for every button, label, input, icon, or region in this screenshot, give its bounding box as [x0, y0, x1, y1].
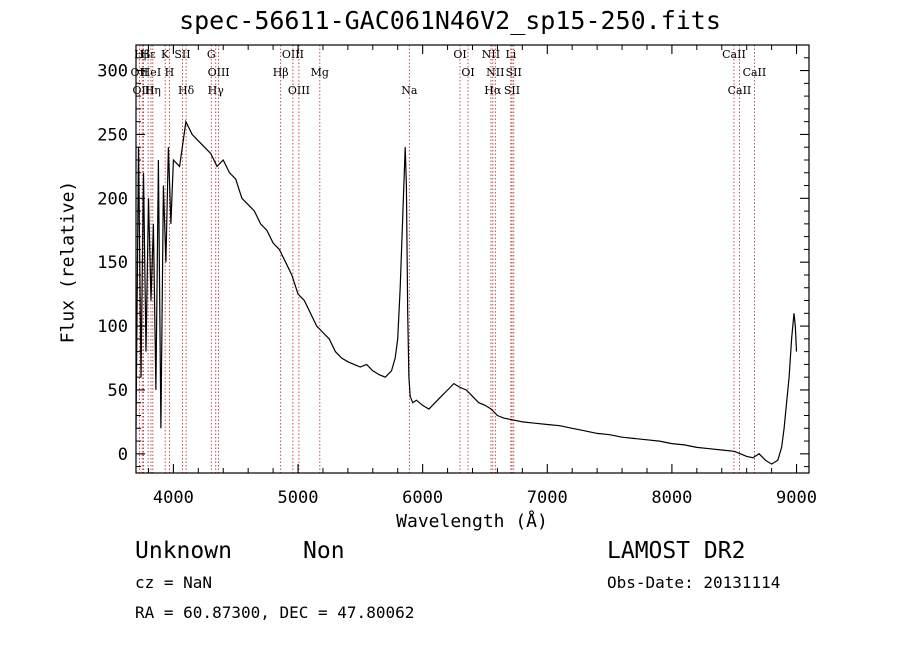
- redshift-cz: cz = NaN: [135, 573, 213, 592]
- line-label-23: SII: [504, 84, 520, 97]
- y-tick-label-0: 0: [118, 445, 128, 465]
- line-label-28: CaII: [743, 66, 767, 79]
- line-label-1: OII: [131, 66, 149, 79]
- line-label-27: CaII: [722, 48, 746, 61]
- line-label-17: Na: [401, 84, 418, 97]
- line-label-7: H: [165, 66, 175, 79]
- x-tick-label-5: 9000: [776, 488, 817, 508]
- ra-dec-coordinates: RA = 60.87300, DEC = 47.80062: [135, 603, 415, 622]
- observation-date: Obs-Date: 20131114: [607, 573, 781, 592]
- line-label-24: Li: [505, 48, 516, 61]
- x-tick-label-1: 5000: [278, 488, 319, 508]
- line-label-11: Hγ: [208, 84, 225, 97]
- spectral-line-markers: [138, 45, 755, 473]
- line-label-16: Mg: [311, 66, 329, 79]
- line-label-10: OIII: [208, 66, 230, 79]
- line-label-6: K: [161, 48, 170, 61]
- y-tick-label-3: 150: [97, 253, 128, 273]
- y-tick-label-4: 200: [97, 189, 128, 209]
- line-label-20: Hα: [484, 84, 502, 97]
- line-label-25: SII: [506, 66, 522, 79]
- line-label-4: HeI: [141, 66, 161, 79]
- survey-name: LAMOST DR2: [607, 538, 746, 564]
- line-label-9: SII: [174, 48, 190, 61]
- plot-frame: [135, 44, 810, 474]
- axis-ticks: 4000 5000 6000 7000 8000 9000 0 50 100 150 200 250 3…: [97, 45, 817, 508]
- x-tick-label-2: 6000: [402, 488, 443, 508]
- line-label-2: OIII: [132, 84, 154, 97]
- spectrum-series-line: [135, 119, 798, 465]
- line-label-12: G: [207, 48, 216, 61]
- x-axis-label: Wavelength (Å): [396, 511, 548, 532]
- line-label-18: OI: [453, 48, 466, 61]
- x-tick-label-4: 8000: [651, 488, 692, 508]
- object-subclass: Non: [303, 538, 345, 564]
- y-tick-label-2: 100: [97, 317, 128, 337]
- y-tick-label-1: 50: [108, 381, 128, 401]
- line-label-15: OIII: [282, 48, 304, 61]
- line-label-5: Hη: [145, 84, 161, 97]
- x-tick-label-0: 4000: [153, 488, 194, 508]
- line-label-14: OIII: [288, 84, 310, 97]
- line-label-13: Hβ: [273, 66, 289, 79]
- y-tick-label-5: 250: [97, 125, 128, 145]
- line-label-3: Hε: [140, 48, 156, 61]
- y-axis-label: Flux (relative): [57, 180, 79, 344]
- x-tick-label-3: 7000: [527, 488, 568, 508]
- line-label-19: OI: [461, 66, 474, 79]
- chart-title: spec-56611-GAC061N46V2_sp15-250.fits: [179, 6, 721, 35]
- line-label-21: NII: [482, 48, 500, 61]
- object-class: Unknown: [135, 538, 232, 564]
- y-tick-label-6: 300: [97, 62, 128, 82]
- line-label-22: NII: [486, 66, 504, 79]
- line-label-26: CaII: [728, 84, 752, 97]
- line-label-8: Hδ: [178, 84, 195, 97]
- spectral-line-labels: HβOIIOIIIHεHeIHηKHHδSIIOIIIHγGHβOIIIOIII…: [131, 48, 767, 97]
